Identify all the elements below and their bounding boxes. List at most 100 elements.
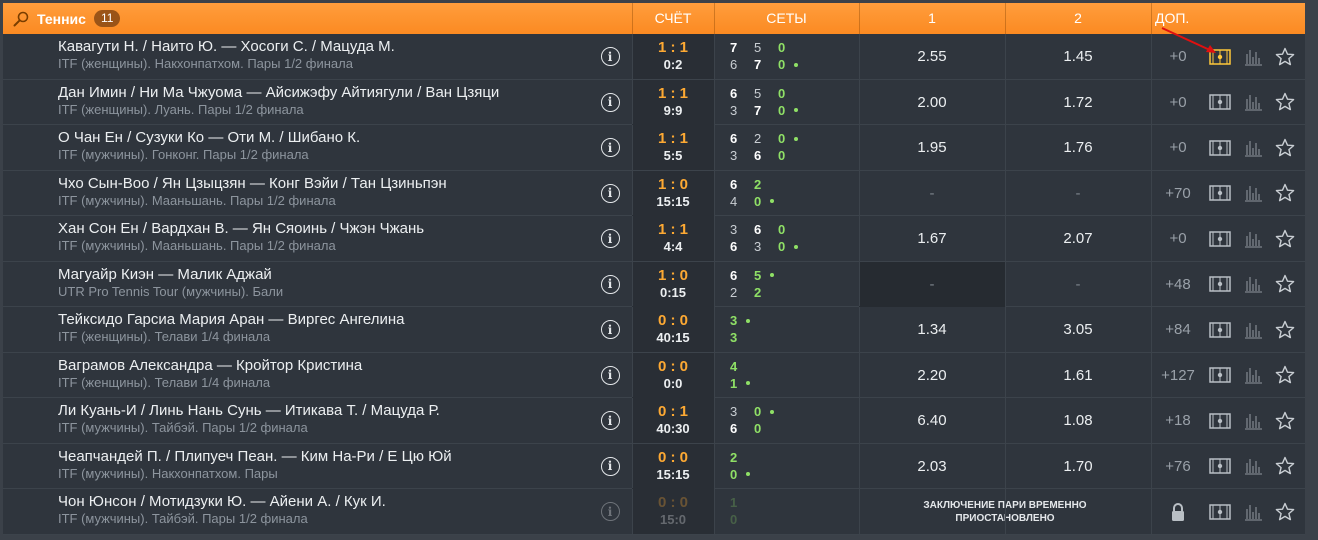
live-field-icon[interactable] [1209, 318, 1231, 342]
odd-player-2[interactable]: 1.61 [1063, 366, 1093, 384]
match-row[interactable]: Ваграмов Александра — Кройтор Кристина IT… [3, 352, 1305, 401]
match-teams[interactable]: Чон Юнсон / Мотидзуки Ю. — Айени А. / Ку… [58, 492, 386, 537]
match-info-button[interactable]: i [599, 398, 621, 443]
odd-player-2[interactable]: 1.45 [1063, 48, 1093, 65]
teams-name[interactable]: Магуайр Киэн — Малик Аджай [58, 265, 272, 283]
teams-name[interactable]: Чеапчандей П. / Плипуеч Пеан. — Ким На-Р… [58, 447, 452, 465]
teams-name[interactable]: Хан Сон Ен / Вардхан В. — Ян Сяоинь / Чж… [58, 220, 425, 237]
teams-name[interactable]: Чхо Сын-Воо / Ян Цзыцзян — Конг Вэйи / Т… [58, 174, 447, 192]
match-teams[interactable]: Кавагути Н. / Наито Ю. — Хосоги С. / Мац… [58, 37, 395, 82]
favorite-star-icon[interactable] [1275, 454, 1295, 478]
odd-player-1[interactable]: 2.55 [917, 48, 947, 65]
match-row[interactable]: Чхо Сын-Воо / Ян Цзыцзян — Конг Вэйи / Т… [3, 170, 1305, 219]
extra-markets-count[interactable]: +127 [1161, 366, 1195, 384]
extra-markets-count[interactable]: +0 [1169, 139, 1187, 156]
odd-player-1[interactable]: - [859, 261, 1005, 307]
favorite-star-icon[interactable] [1275, 136, 1295, 160]
live-field-icon[interactable] [1209, 454, 1231, 478]
live-field-icon[interactable] [1209, 272, 1231, 296]
match-info-button[interactable]: i [599, 80, 621, 125]
live-field-icon[interactable] [1209, 363, 1231, 387]
statistics-icon[interactable] [1243, 45, 1263, 69]
match-row[interactable]: Магуайр Киэн — Малик Аджай UTR Pro Tennis… [3, 261, 1305, 310]
statistics-icon[interactable] [1243, 454, 1263, 478]
odd-player-1[interactable]: 1.34 [917, 321, 947, 338]
match-info-button[interactable]: i [599, 125, 621, 170]
match-row[interactable]: Чеапчандей П. / Плипуеч Пеан. — Ким На-Р… [3, 443, 1305, 489]
statistics-icon[interactable] [1243, 500, 1263, 524]
favorite-star-icon[interactable] [1275, 45, 1295, 69]
teams-name[interactable]: Дан Имин / Ни Ма Чжуома — Айсижэфу Айтия… [58, 83, 500, 101]
match-row[interactable]: Ли Куань-И / Линь Нань Сунь — Итикава Т.… [3, 398, 1305, 444]
live-field-icon[interactable] [1209, 90, 1231, 114]
match-row[interactable]: Хан Сон Ен / Вардхан В. — Ян Сяоинь / Чж… [3, 216, 1305, 262]
extra-markets-count[interactable]: +0 [1169, 93, 1187, 111]
match-teams[interactable]: Ваграмов Александра — Кройтор Кристина IT… [58, 356, 362, 401]
favorite-star-icon[interactable] [1275, 363, 1295, 387]
odd-player-2[interactable]: 1.08 [1063, 412, 1093, 429]
live-field-icon[interactable] [1209, 136, 1231, 160]
odd-player-1[interactable]: 6.40 [917, 412, 947, 429]
favorite-star-icon[interactable] [1275, 409, 1295, 433]
match-teams[interactable]: Хан Сон Ен / Вардхан В. — Ян Сяоинь / Чж… [58, 219, 424, 264]
extra-markets-count[interactable]: +84 [1165, 321, 1191, 338]
live-field-icon[interactable] [1209, 181, 1231, 205]
favorite-star-icon[interactable] [1275, 181, 1295, 205]
match-teams[interactable]: Чхо Сын-Воо / Ян Цзыцзян — Конг Вэйи / Т… [58, 174, 447, 219]
favorite-star-icon[interactable] [1275, 272, 1295, 296]
sport-group[interactable]: Теннис 11 [13, 3, 121, 34]
extra-markets-count[interactable]: +0 [1169, 48, 1187, 65]
favorite-star-icon[interactable] [1275, 227, 1295, 251]
statistics-icon[interactable] [1243, 227, 1263, 251]
odd-player-1[interactable]: - [929, 184, 935, 202]
extra-markets-count[interactable]: +76 [1165, 457, 1191, 475]
match-info-button[interactable]: i [599, 307, 621, 352]
match-teams[interactable]: Тейксидо Гарсиа Мария Аран — Виргес Анге… [58, 310, 405, 355]
extra-markets-count[interactable]: +18 [1165, 412, 1191, 429]
odd-player-1[interactable]: 2.03 [917, 457, 947, 475]
odd-player-2[interactable]: 3.05 [1063, 321, 1093, 338]
match-info-button[interactable]: i [599, 34, 621, 79]
teams-name[interactable]: О Чан Ен / Сузуки Ко — Оти М. / Шибано К… [58, 129, 361, 146]
odd-player-2[interactable]: 2.07 [1063, 230, 1093, 247]
match-row[interactable]: Дан Имин / Ни Ма Чжуома — Айсижэфу Айтия… [3, 79, 1305, 125]
odd-player-2[interactable]: - [1075, 275, 1081, 293]
match-info-button[interactable]: i [599, 171, 621, 216]
match-info-button[interactable]: i [599, 444, 621, 489]
odd-player-1[interactable]: 1.95 [917, 139, 947, 156]
teams-name[interactable]: Ваграмов Александра — Кройтор Кристина [58, 356, 363, 374]
statistics-icon[interactable] [1243, 90, 1263, 114]
odd-player-1[interactable]: 2.00 [917, 93, 947, 111]
favorite-star-icon[interactable] [1275, 90, 1295, 114]
extra-markets-count[interactable]: +70 [1165, 184, 1191, 202]
teams-name[interactable]: Чон Юнсон / Мотидзуки Ю. — Айени А. / Ку… [58, 493, 386, 510]
odd-player-2[interactable]: 1.72 [1063, 93, 1093, 111]
match-info-button[interactable]: i [599, 262, 621, 307]
match-info-button[interactable]: i [599, 216, 621, 261]
favorite-star-icon[interactable] [1275, 318, 1295, 342]
odd-player-1[interactable]: 1.67 [917, 230, 947, 247]
match-row[interactable]: Чон Юнсон / Мотидзуки Ю. — Айени А. / Ку… [3, 489, 1305, 535]
extra-markets-count[interactable]: +48 [1165, 275, 1191, 293]
favorite-star-icon[interactable] [1275, 500, 1295, 524]
odd-player-2[interactable]: 1.70 [1063, 457, 1093, 475]
live-field-icon[interactable] [1209, 227, 1231, 251]
teams-name[interactable]: Тейксидо Гарсиа Мария Аран — Виргес Анге… [58, 311, 405, 328]
extra-markets-count[interactable]: +0 [1169, 230, 1187, 247]
live-field-icon[interactable] [1209, 409, 1231, 433]
teams-name[interactable]: Ли Куань-И / Линь Нань Сунь — Итикава Т.… [58, 402, 440, 419]
match-teams[interactable]: О Чан Ен / Сузуки Ко — Оти М. / Шибано К… [58, 128, 360, 173]
match-row[interactable]: О Чан Ен / Сузуки Ко — Оти М. / Шибано К… [3, 125, 1305, 171]
odd-player-2[interactable]: 1.76 [1063, 139, 1093, 156]
match-teams[interactable]: Ли Куань-И / Линь Нань Сунь — Итикава Т.… [58, 401, 440, 446]
statistics-icon[interactable] [1243, 136, 1263, 160]
odd-player-2[interactable]: - [1075, 184, 1081, 202]
match-teams[interactable]: Магуайр Киэн — Малик Аджай UTR Pro Tennis… [58, 265, 283, 310]
match-info-button[interactable]: i [599, 353, 621, 398]
statistics-icon[interactable] [1243, 181, 1263, 205]
match-info-button[interactable]: i [599, 489, 621, 534]
teams-name[interactable]: Кавагути Н. / Наито Ю. — Хосоги С. / Мац… [58, 38, 395, 55]
statistics-icon[interactable] [1243, 409, 1263, 433]
live-field-icon[interactable] [1209, 500, 1231, 524]
live-field-icon[interactable] [1209, 45, 1231, 69]
